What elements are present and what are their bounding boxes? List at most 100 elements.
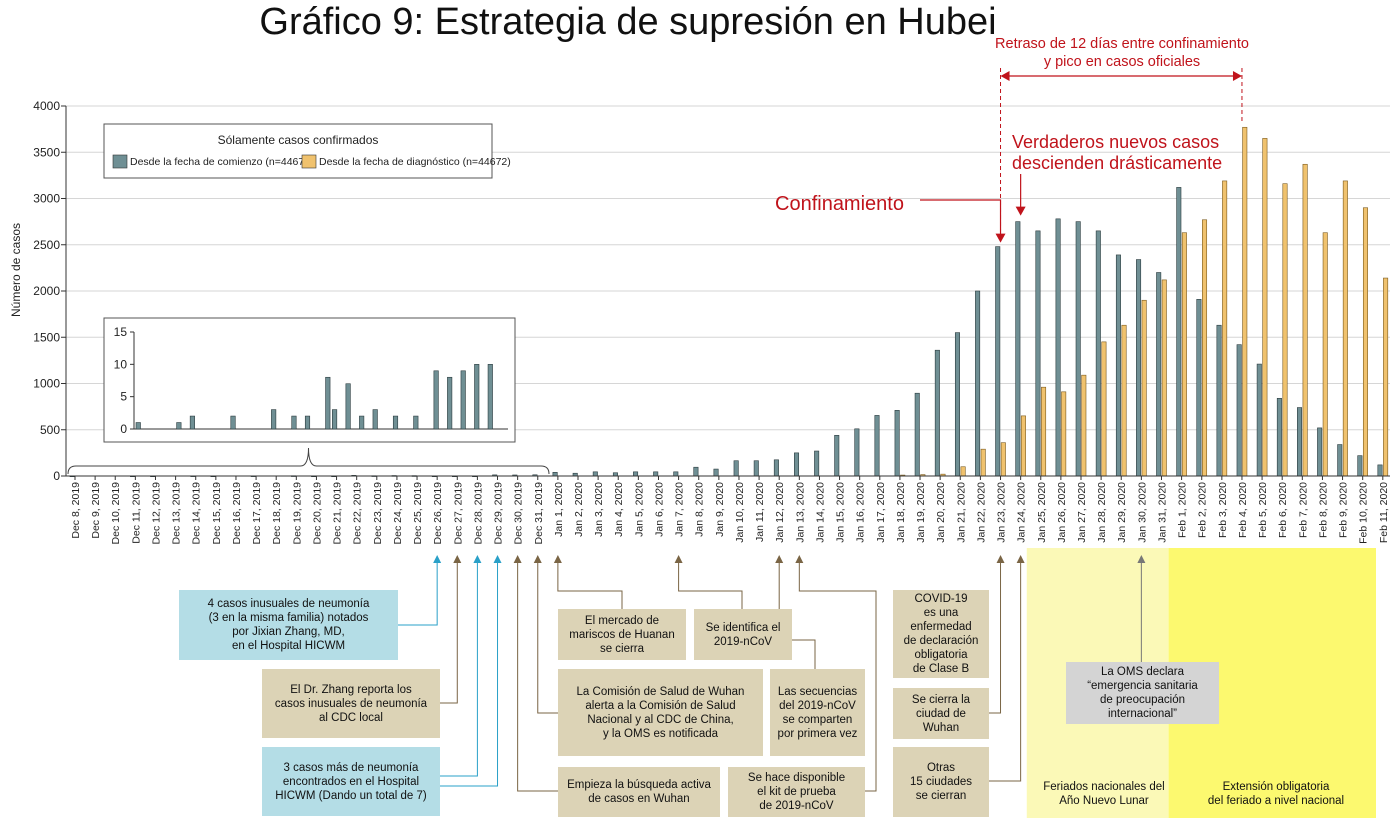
connector-arrowhead <box>553 555 562 563</box>
legend-swatch-onset <box>112 154 128 169</box>
event-text: La Comisión de Salud de Wuhan alerta a l… <box>576 685 745 740</box>
x-tick-label: Jan 7, 2020 <box>674 482 686 537</box>
inset-tick-label: 5 <box>120 390 127 404</box>
x-tick-label: Jan 6, 2020 <box>653 482 665 537</box>
x-tick-label: Feb 5, 2020 <box>1257 482 1269 538</box>
x-tick-label: Dec 29, 2019 <box>493 482 505 545</box>
x-tick-label: Dec 16, 2019 <box>231 482 243 545</box>
x-tick-label: Jan 30, 2020 <box>1136 482 1148 543</box>
event-box-who-emergency: La OMS declara “emergencia sanitaria de … <box>1066 662 1219 724</box>
true-cases-arrowhead <box>1015 206 1026 216</box>
event-connectors <box>398 555 1146 792</box>
x-tick-label: Dec 15, 2019 <box>211 482 223 545</box>
event-text: Las secuencias del 2019-nCoV se comparte… <box>777 685 858 740</box>
x-tick-label: Jan 4, 2020 <box>613 482 625 537</box>
y-tick-label: 0 <box>53 469 60 483</box>
x-tick-label: Dec 13, 2019 <box>171 482 183 545</box>
holiday-label: Feriados nacionales del Año Nuevo Lunar <box>1034 740 1174 816</box>
event-text: Se cierra la ciudad de Wuhan <box>911 693 971 734</box>
x-tick-label: Jan 11, 2020 <box>754 482 766 542</box>
x-tick-label: Dec 9, 2019 <box>90 482 102 539</box>
bar-diagnosis <box>1081 374 1087 477</box>
delay-arrowhead-right <box>1232 71 1242 81</box>
bar-onset <box>1236 344 1242 477</box>
bar-diagnosis <box>1000 442 1006 477</box>
bar-onset <box>1136 259 1142 477</box>
x-tick-label: Jan 2, 2020 <box>573 482 585 537</box>
inset-bar <box>447 376 453 430</box>
inset-bar <box>325 376 331 430</box>
x-tick-label: Feb 7, 2020 <box>1297 482 1309 538</box>
lockdown-annotation: Confinamiento <box>775 193 1006 243</box>
y-tick-label: 2500 <box>33 238 60 252</box>
x-tick-label: Jan 28, 2020 <box>1096 482 1108 543</box>
x-tick-label: Dec 25, 2019 <box>412 482 424 545</box>
bar-diagnosis <box>1181 232 1187 477</box>
bar-onset <box>693 466 699 477</box>
x-tick-label: Jan 31, 2020 <box>1156 482 1168 543</box>
y-tick-label: 1500 <box>33 330 60 344</box>
event-text: Feriados nacionales del Año Nuevo Lunar <box>1043 781 1165 807</box>
bar-onset <box>1256 363 1262 477</box>
event-text: Empieza la búsqueda activa de casos en W… <box>567 779 711 805</box>
x-tick-label: Jan 15, 2020 <box>835 482 847 543</box>
true-cases-text-2: descienden drásticamente <box>1012 153 1222 173</box>
bar-diagnosis <box>980 448 986 477</box>
bar-onset <box>1276 397 1282 477</box>
bar-onset <box>1196 299 1202 477</box>
bar-diagnosis <box>960 466 966 477</box>
x-tick-label: Jan 10, 2020 <box>734 482 746 543</box>
x-tick-label: Dec 10, 2019 <box>110 482 122 545</box>
bar-onset <box>753 460 759 477</box>
x-tick-label: Jan 14, 2020 <box>814 482 826 543</box>
event-text: COVID-19 es una enfermedad de declaració… <box>903 593 979 675</box>
event-text: Se identifica el 2019-nCoV <box>705 621 781 648</box>
connector-arrowhead <box>533 555 542 563</box>
connector-line <box>778 561 816 669</box>
connector-line <box>537 561 558 714</box>
y-tick-label: 500 <box>40 423 60 437</box>
inset-bar <box>413 415 419 430</box>
true-cases-text-1: Verdaderos nuevos casos <box>1012 132 1219 152</box>
connector-arrowhead <box>775 555 784 563</box>
inset-bar <box>392 415 399 430</box>
event-box-jixian-zhang: 4 casos inusuales de neumonía (3 en la m… <box>179 590 398 660</box>
x-tick-label: Feb 4, 2020 <box>1237 482 1249 538</box>
extension-label: Extensión obligatoria del feriado a nive… <box>1176 740 1376 816</box>
inset-ticks: 0 5 10 15 <box>114 325 134 436</box>
bar-diagnosis <box>1041 386 1047 477</box>
inset-bar <box>135 422 141 430</box>
inset-tick-label: 15 <box>114 325 128 339</box>
legend-title: Sólamente casos confirmados <box>218 133 379 147</box>
event-text: Se hace disponible el kit de prueba de 2… <box>747 772 846 812</box>
x-tick-label: Jan 25, 2020 <box>1036 482 1048 543</box>
x-tick-label: Jan 19, 2020 <box>915 482 927 543</box>
x-tick-label: Feb 9, 2020 <box>1338 482 1350 538</box>
bar-onset <box>954 332 960 477</box>
bar-onset <box>1015 221 1021 477</box>
connector-arrowhead <box>1137 555 1146 563</box>
bar-onset <box>1216 324 1222 477</box>
x-tick-label: Jan 20, 2020 <box>935 482 947 543</box>
connector-arrowhead <box>795 555 804 563</box>
x-tick-label: Jan 17, 2020 <box>875 482 887 543</box>
bar-onset <box>713 468 719 477</box>
bar-onset <box>1055 218 1061 477</box>
x-tick-label: Jan 13, 2020 <box>794 482 806 543</box>
connector-arrowhead <box>453 555 462 563</box>
x-tick-label: Feb 6, 2020 <box>1277 482 1289 538</box>
y-axis-label: Número de casos <box>9 223 23 317</box>
y-tick-label: 3000 <box>33 192 60 206</box>
x-tick-label: Feb 8, 2020 <box>1317 482 1329 538</box>
bar-onset <box>1095 230 1101 477</box>
inset-bar <box>189 415 195 430</box>
lockdown-arrowhead <box>995 233 1006 243</box>
bar-diagnosis <box>1161 279 1167 477</box>
bar-onset <box>834 434 840 477</box>
delay-annotation: Retraso de 12 días entre confinamiento y… <box>995 36 1249 239</box>
x-tick-label: Dec 30, 2019 <box>513 482 525 545</box>
x-tick-label: Jan 1, 2020 <box>553 482 565 537</box>
bar-onset <box>854 428 860 477</box>
bar-onset <box>773 459 779 477</box>
bar-diagnosis <box>1141 299 1147 477</box>
